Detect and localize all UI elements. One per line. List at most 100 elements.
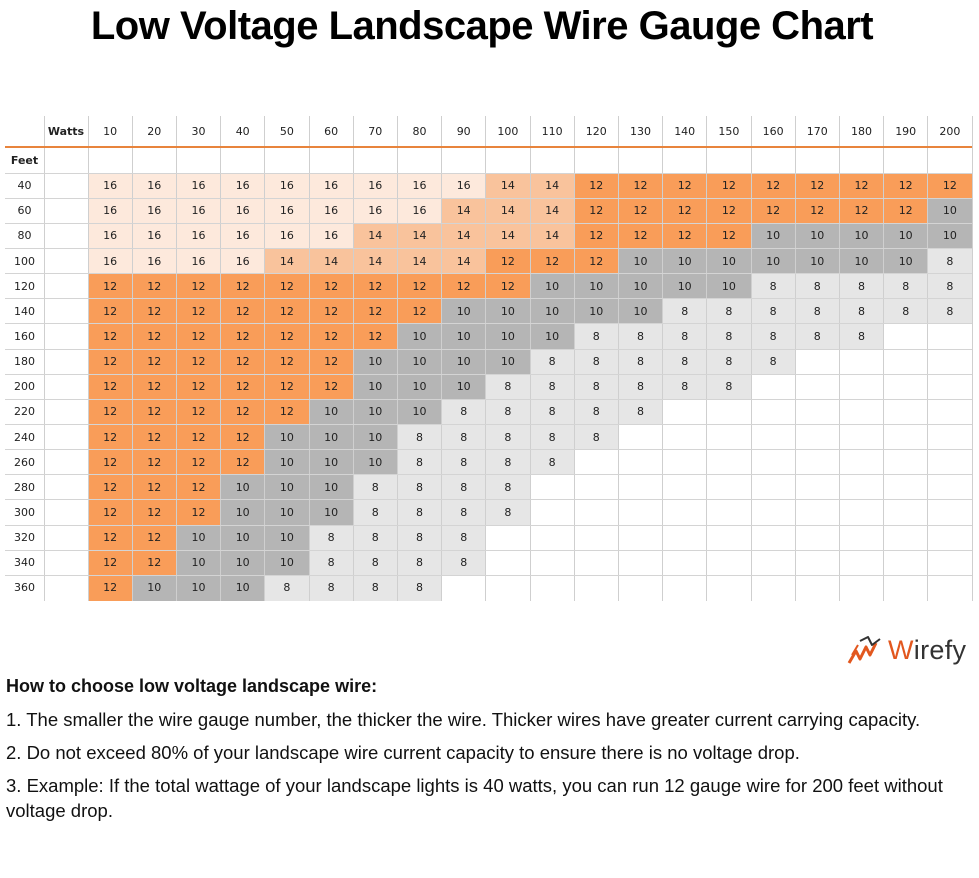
grid-line bbox=[352, 116, 354, 601]
watts-tick-label: 110 bbox=[541, 125, 563, 138]
gauge-cell: 8 bbox=[441, 499, 486, 526]
gauge-cell: 12 bbox=[176, 399, 221, 425]
grid-line bbox=[175, 116, 177, 601]
gauge-cell: 16 bbox=[176, 223, 221, 249]
gauge-cell bbox=[795, 550, 840, 576]
instruction-item: 2. Do not exceed 80% of your landscape w… bbox=[6, 742, 800, 763]
grid-line bbox=[706, 116, 708, 601]
gauge-cell: 12 bbox=[485, 273, 530, 299]
gauge-cell bbox=[618, 474, 663, 500]
gauge-cell: 8 bbox=[751, 323, 796, 350]
gauge-cell: 8 bbox=[441, 399, 486, 425]
watts-tick-label: 10 bbox=[103, 125, 118, 138]
gauge-cell: 12 bbox=[132, 550, 177, 576]
watts-tick-label: 190 bbox=[895, 125, 917, 138]
feet-tick-label: 80 bbox=[17, 229, 32, 243]
gauge-cell bbox=[618, 525, 663, 551]
gauge-cell: 12 bbox=[353, 323, 398, 350]
watts-tick-label: 90 bbox=[456, 125, 471, 138]
grid-line bbox=[5, 172, 972, 174]
instruction-item: 1. The smaller the wire gauge number, th… bbox=[6, 709, 921, 730]
gauge-cell: 12 bbox=[618, 198, 663, 224]
gauge-cell bbox=[883, 449, 928, 475]
gauge-cell: 8 bbox=[751, 298, 796, 324]
gauge-cell: 10 bbox=[927, 198, 972, 224]
gauge-cell: 10 bbox=[309, 424, 354, 450]
gauge-cell bbox=[618, 449, 663, 475]
gauge-cell: 8 bbox=[397, 449, 442, 475]
gauge-cell bbox=[927, 399, 972, 425]
grid-line bbox=[5, 373, 972, 375]
gauge-cell: 14 bbox=[485, 173, 530, 199]
grid-line bbox=[5, 549, 972, 551]
instructions-heading: How to choose low voltage landscape wire… bbox=[6, 676, 378, 696]
gauge-cell: 12 bbox=[220, 298, 265, 324]
gauge-cell: 8 bbox=[574, 374, 619, 400]
gauge-cell bbox=[927, 349, 972, 375]
gauge-cell: 12 bbox=[706, 173, 751, 199]
gauge-cell: 12 bbox=[397, 298, 442, 324]
gauge-cell bbox=[662, 449, 707, 475]
watts-header: Watts bbox=[47, 125, 85, 138]
grid-line bbox=[529, 116, 531, 601]
gauge-cell bbox=[751, 374, 796, 400]
gauge-cell bbox=[662, 499, 707, 526]
grid-line bbox=[5, 574, 972, 576]
gauge-cell bbox=[795, 575, 840, 601]
gauge-cell bbox=[751, 499, 796, 526]
watts-tick-label: 200 bbox=[939, 125, 961, 138]
gauge-cell: 12 bbox=[88, 273, 133, 299]
gauge-cell: 10 bbox=[397, 399, 442, 425]
gauge-cell: 12 bbox=[132, 374, 177, 400]
gauge-cell: 16 bbox=[88, 223, 133, 249]
feet-tick-label: 120 bbox=[14, 279, 35, 293]
gauge-cell: 12 bbox=[176, 449, 221, 475]
gauge-cell: 8 bbox=[618, 374, 663, 400]
grid-line bbox=[5, 348, 972, 350]
gauge-cell: 10 bbox=[264, 424, 309, 450]
gauge-cell: 14 bbox=[441, 198, 486, 224]
gauge-cell bbox=[530, 525, 575, 551]
gauge-cell: 10 bbox=[397, 349, 442, 375]
grid-line bbox=[5, 298, 972, 300]
feet-tick-label: 240 bbox=[14, 430, 35, 444]
gauge-cell: 8 bbox=[662, 374, 707, 400]
instructions: How to choose low voltage landscape wire… bbox=[6, 676, 966, 831]
watts-tick-label: 100 bbox=[497, 125, 519, 138]
header-rule bbox=[5, 146, 972, 148]
gauge-cell: 10 bbox=[618, 298, 663, 324]
gauge-cell: 12 bbox=[264, 298, 309, 324]
gauge-cell: 12 bbox=[220, 273, 265, 299]
gauge-cell: 12 bbox=[839, 198, 884, 224]
chart-title: Low Voltage Landscape Wire Gauge Chart bbox=[90, 4, 874, 48]
watts-tick-label: 80 bbox=[412, 125, 427, 138]
gauge-cell: 10 bbox=[264, 474, 309, 500]
gauge-cell bbox=[839, 399, 884, 425]
gauge-cell: 14 bbox=[353, 223, 398, 249]
gauge-cell bbox=[795, 424, 840, 450]
gauge-cell: 10 bbox=[220, 550, 265, 576]
gauge-cell: 10 bbox=[485, 349, 530, 375]
gauge-cell: 8 bbox=[485, 449, 530, 475]
gauge-table: Watts 10 20 30 40 50 60 70 80 90 100 110 120 130 140 15… bbox=[5, 116, 973, 602]
gauge-cell bbox=[839, 424, 884, 450]
watts-tick-label: 140 bbox=[674, 125, 696, 138]
gauge-cell: 8 bbox=[662, 323, 707, 350]
gauge-cell: 8 bbox=[927, 273, 972, 299]
feet-tick-label: 320 bbox=[14, 531, 35, 545]
gauge-cell: 8 bbox=[662, 349, 707, 375]
gauge-cell: 8 bbox=[927, 298, 972, 324]
gauge-cell: 10 bbox=[264, 550, 309, 576]
feet-tick-label: 180 bbox=[14, 355, 35, 369]
gauge-cell: 10 bbox=[264, 525, 309, 551]
gauge-cell: 10 bbox=[574, 298, 619, 324]
grid-line bbox=[838, 116, 840, 601]
gauge-cell: 14 bbox=[530, 223, 575, 249]
grid-line bbox=[441, 116, 443, 601]
gauge-cell: 8 bbox=[706, 349, 751, 375]
gauge-cell: 12 bbox=[220, 424, 265, 450]
gauge-cell: 16 bbox=[264, 198, 309, 224]
gauge-cell bbox=[530, 550, 575, 576]
gauge-cell: 16 bbox=[176, 198, 221, 224]
grid-line bbox=[308, 116, 310, 601]
